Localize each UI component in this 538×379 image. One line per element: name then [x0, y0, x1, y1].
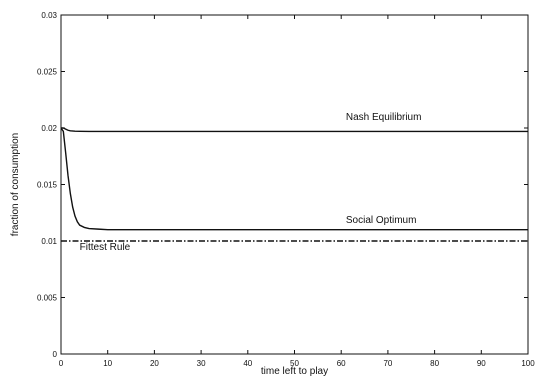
- x-tick-label: 60: [337, 359, 346, 368]
- x-tick-label: 90: [477, 359, 486, 368]
- y-tick-label: 0: [53, 350, 58, 359]
- plot-border: [60, 14, 529, 355]
- annotation-nash-equilibrium: Nash Equilibrium: [346, 112, 422, 123]
- x-axis-ticks: 0 10 20 30 40 50 60 70 80 90 100: [59, 15, 535, 368]
- series-layer: [60, 127, 528, 242]
- series-line-nash-equilibrium: [61, 127, 528, 133]
- x-tick-label: 30: [197, 359, 206, 368]
- annotations: Nash Equilibrium Social Optimum Fittest Ru…: [80, 112, 422, 253]
- x-tick-label: 20: [150, 359, 159, 368]
- x-tick-label: 80: [430, 359, 439, 368]
- y-axis-label: fraction of consumption: [10, 133, 21, 236]
- y-tick-label: 0.02: [41, 124, 57, 133]
- x-tick-label: 50: [290, 359, 299, 368]
- series-line-social-optimum: [60, 127, 528, 231]
- x-tick-label: 0: [59, 359, 64, 368]
- y-tick-label: 0.025: [37, 68, 58, 77]
- y-tick-label: 0.015: [37, 181, 58, 190]
- plot-frame: [60, 14, 529, 355]
- y-tick-label: 0.03: [41, 11, 57, 20]
- x-tick-label: 40: [243, 359, 252, 368]
- y-axis-ticks: 0 0.005 0.01 0.015 0.02 0.025 0.03: [37, 11, 528, 359]
- y-tick-label: 0.01: [41, 237, 57, 246]
- annotation-fittest-rule: Fittest Rule: [80, 242, 131, 253]
- x-axis-label: time left to play: [261, 366, 328, 377]
- x-tick-label: 100: [521, 359, 535, 368]
- y-tick-label: 0.005: [37, 294, 58, 303]
- annotation-social-optimum: Social Optimum: [346, 215, 417, 226]
- x-tick-label: 70: [383, 359, 392, 368]
- x-tick-label: 10: [103, 359, 112, 368]
